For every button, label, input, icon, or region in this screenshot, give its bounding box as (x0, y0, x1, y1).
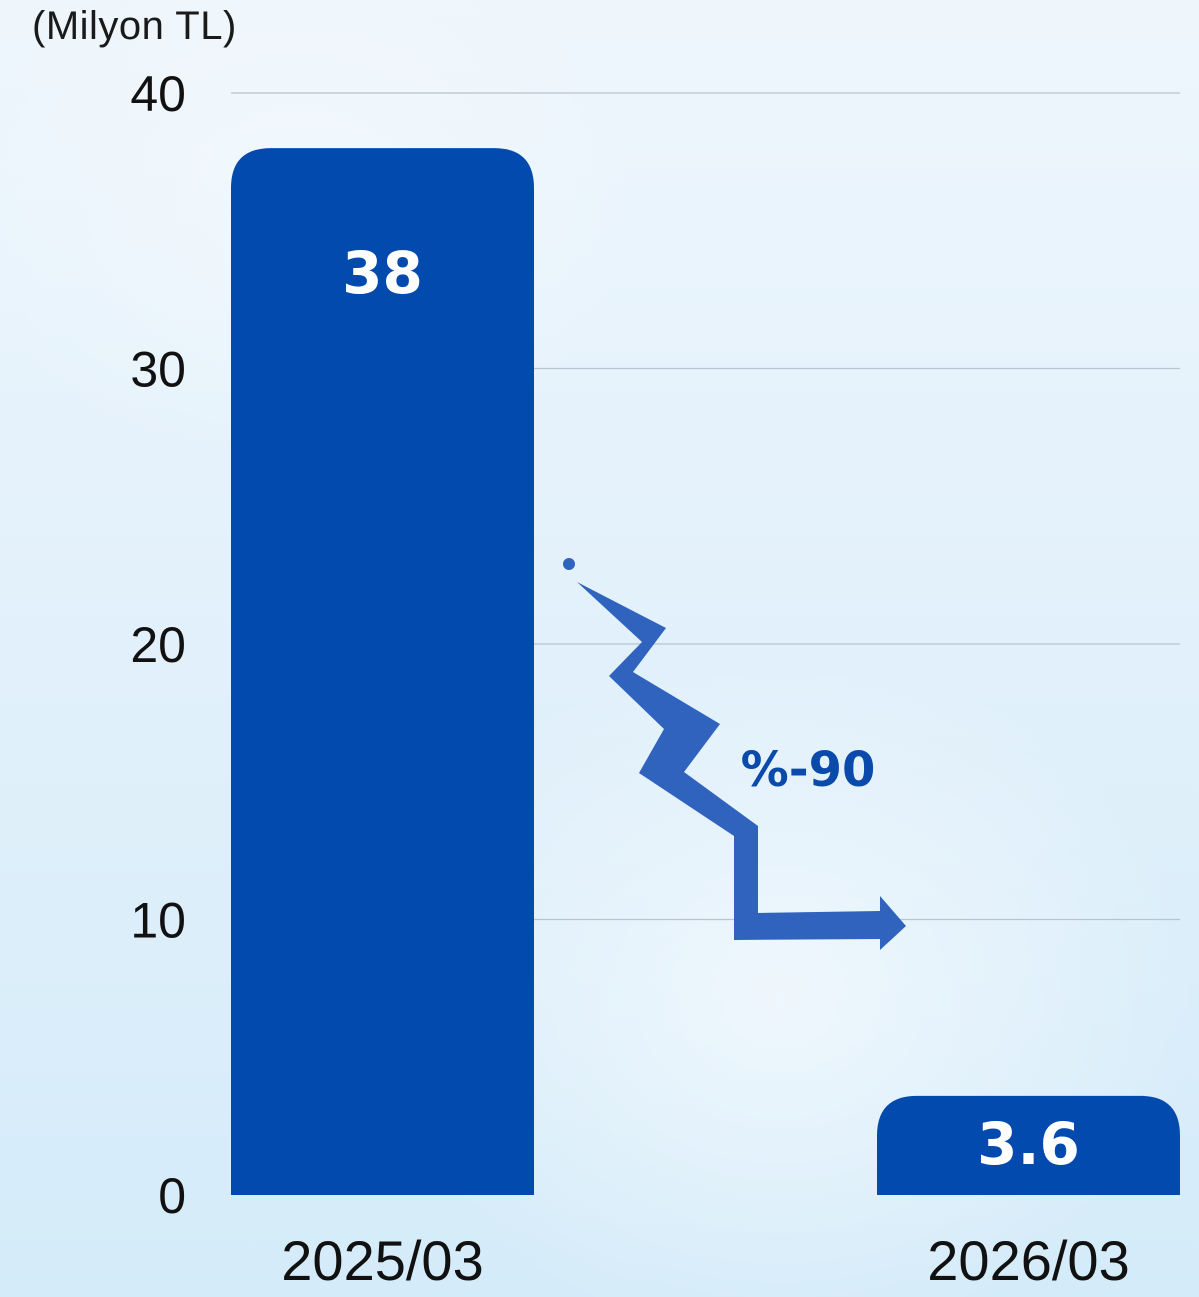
y-axis-unit-label: (Milyon TL) (32, 4, 237, 48)
y-axis-ticks: 0 10 20 30 40 (130, 66, 186, 1224)
x-category-label-2025/03: 2025/03 (281, 1229, 483, 1292)
y-tick-label-30: 30 (130, 342, 186, 398)
bars: 38 2025/03 3.6 2026/03 (231, 148, 1180, 1292)
y-tick-label-0: 0 (158, 1168, 186, 1224)
bar-2025/03 (231, 148, 534, 1196)
y-tick-label-40: 40 (130, 66, 186, 122)
y-tick-label-20: 20 (130, 617, 186, 673)
bar-value-label-2026/03: 3.6 (977, 1110, 1080, 1178)
arrow-start-dot (563, 558, 575, 570)
bar-value-label-2025/03: 38 (342, 239, 423, 307)
decline-arrow (563, 558, 906, 950)
y-tick-label-10: 10 (130, 893, 186, 949)
x-category-label-2026/03: 2026/03 (927, 1229, 1129, 1292)
bar-2026/03 (877, 1095, 1180, 1195)
zigzag-down-arrow-icon (577, 582, 906, 950)
decline-percentage-label: %-90 (741, 742, 876, 798)
